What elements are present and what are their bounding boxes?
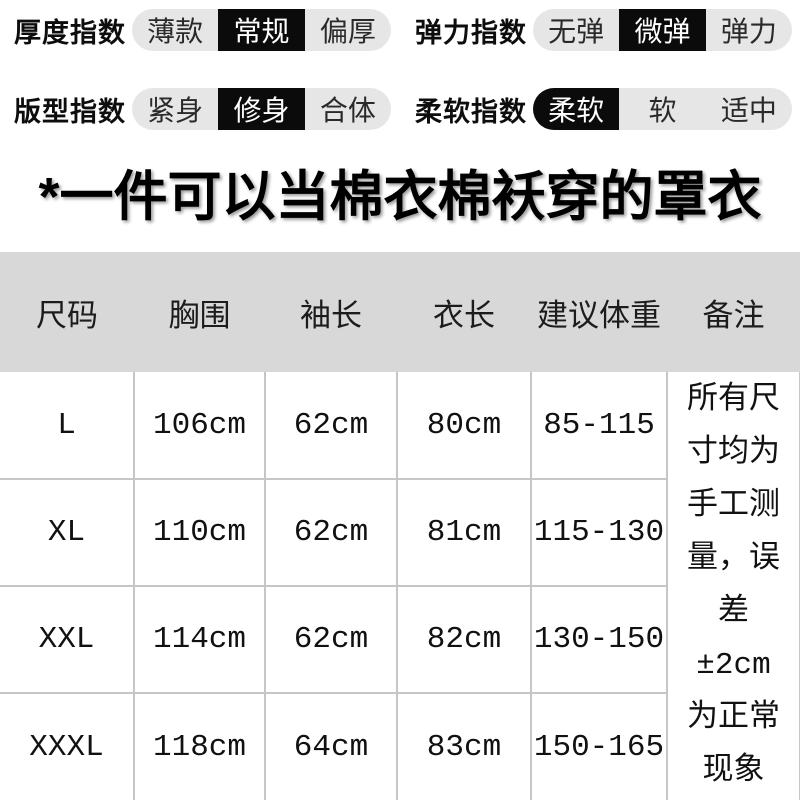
size-table: 尺码 胸围 袖长 衣长 建议体重 备注 L 106cm 62cm 80cm 85… [0,252,800,800]
thickness-option-regular: 常规 [218,9,305,51]
cell-bust: 114cm [133,585,266,694]
table-row-xxxl: XXXL 118cm 64cm 83cm 150-165 [0,692,800,800]
elasticity-index-label: 弹力指数 [415,17,527,48]
cell-sleeve: 62cm [264,478,398,587]
column-header-size: 尺码 [0,252,134,372]
fit-index-group: 版型指数 紧身 修身 合体 [14,88,391,130]
cell-length: 82cm [396,585,532,694]
cell-length: 80cm [396,372,532,480]
fit-index-pill: 紧身 修身 合体 [132,88,391,130]
thickness-option-thick: 偏厚 [319,16,376,47]
cell-size: XXXL [0,692,135,800]
cell-bust: 118cm [133,692,266,800]
softness-index-label: 柔软指数 [415,96,527,127]
cell-sleeve: 64cm [264,692,398,800]
thickness-index-label: 厚度指数 [14,17,126,48]
fit-index-label: 版型指数 [14,96,126,127]
table-row-l: L 106cm 62cm 80cm 85-115 所有尺 寸均为 手工测 量，误… [0,372,800,800]
product-index-section: 厚度指数 薄款 常规 偏厚 弹力指数 无弹 微弹 弹力 版型指数 紧身 修身 合… [0,0,800,130]
softness-option-medium: 适中 [720,95,777,126]
column-header-length: 衣长 [397,252,531,372]
softness-index-group: 柔软指数 柔软 软 适中 [415,88,792,130]
cell-size: L [0,372,135,480]
elasticity-index-pill: 无弹 微弹 弹力 [533,9,792,51]
cell-size: XL [0,478,135,587]
thickness-index-pill: 薄款 常规 偏厚 [132,9,391,51]
table-row-xxl: XXL 114cm 62cm 82cm 130-150 [0,585,800,694]
table-row-xl: XL 110cm 62cm 81cm 115-130 [0,478,800,587]
cell-weight: 150-165 [530,692,668,800]
column-header-bust: 胸围 [134,252,265,372]
fit-option-tight: 紧身 [147,95,204,126]
thickness-index-group: 厚度指数 薄款 常规 偏厚 [14,9,391,51]
cell-weight: 130-150 [530,585,668,694]
elasticity-option-slight: 微弹 [619,9,706,51]
cell-sleeve: 62cm [264,585,398,694]
cell-bust: 106cm [133,372,266,480]
softness-index-pill: 柔软 软 适中 [533,88,792,130]
cell-length: 83cm [396,692,532,800]
column-header-sleeve: 袖长 [265,252,397,372]
thickness-option-thin: 薄款 [147,16,204,47]
size-table-header-row: 尺码 胸围 袖长 衣长 建议体重 备注 [0,252,800,372]
elasticity-option-none: 无弹 [548,16,605,47]
fit-option-fitted: 合体 [319,95,376,126]
elasticity-option-high: 弹力 [720,16,777,47]
product-headline: *一件可以当棉衣棉袄穿的罩衣 [38,166,762,227]
cell-weight: 85-115 [530,372,668,480]
column-header-weight: 建议体重 [531,252,667,372]
cell-weight: 115-130 [530,478,668,587]
cell-size: XXL [0,585,135,694]
fit-option-slim: 修身 [218,88,305,130]
elasticity-index-group: 弹力指数 无弹 微弹 弹力 [415,9,792,51]
cell-sleeve: 62cm [264,372,398,480]
softness-option-softer: 软 [648,95,677,126]
column-header-remark: 备注 [667,252,800,372]
remark-cell: 所有尺 寸均为 手工测 量，误 差 ±2cm 为正常 现象 [666,372,800,800]
cell-bust: 110cm [133,478,266,587]
softness-option-soft: 柔软 [533,88,620,130]
cell-length: 81cm [396,478,532,587]
